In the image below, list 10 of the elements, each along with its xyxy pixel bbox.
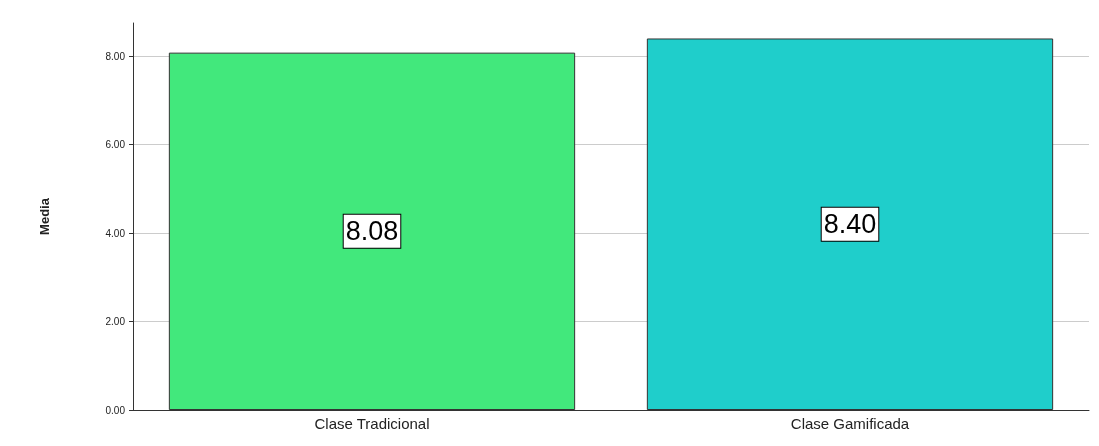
y-tick-label: 4.00: [105, 227, 126, 239]
data-label: 8.40: [823, 209, 877, 240]
data-label: 8.08: [345, 216, 399, 247]
y-tick-label: 0.00: [105, 404, 126, 416]
y-tick-label: 2.00: [105, 316, 126, 328]
x-tick-label: Clase Gamificada: [790, 415, 910, 432]
y-tick-label: 6.00: [105, 139, 126, 151]
y-axis-title: Media: [37, 197, 52, 235]
x-tick-label: Clase Tradicional: [314, 415, 430, 432]
y-tick-label: 8.00: [105, 50, 126, 62]
